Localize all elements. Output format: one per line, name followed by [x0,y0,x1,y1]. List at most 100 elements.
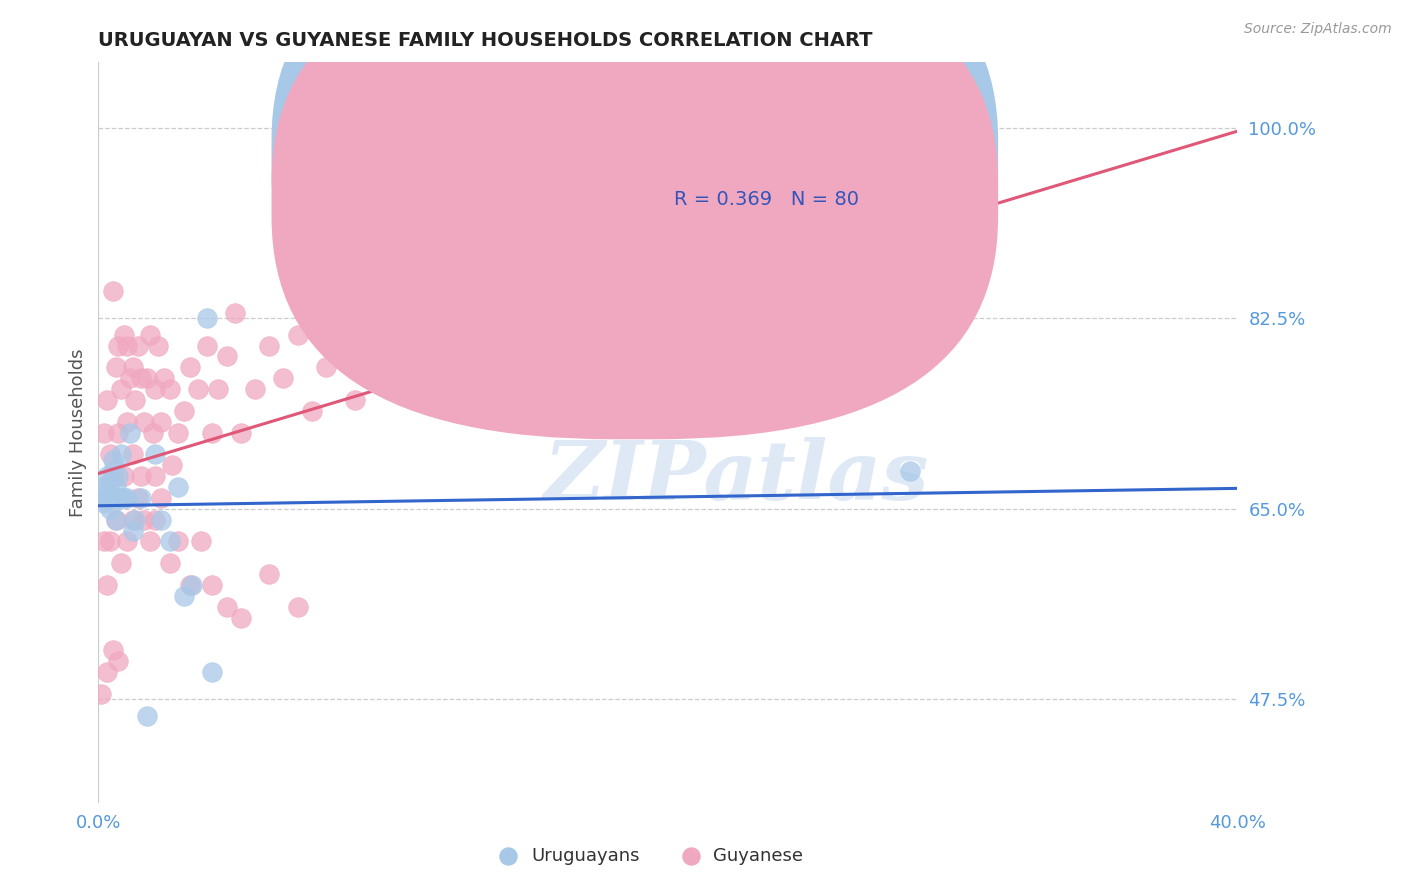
Point [93,480,115,494]
Point [190,534,212,549]
Point [195,311,218,326]
Point [224,306,246,320]
Point [115,338,138,352]
Point [110,447,132,461]
Point [115,534,138,549]
Point [115,491,138,505]
Point [101,643,124,657]
Point [90,485,112,500]
Text: R = 0.369   N = 80: R = 0.369 N = 80 [673,190,859,209]
Point [148,338,170,352]
Point [207,382,229,396]
Point [259,567,281,582]
Point [179,578,201,592]
Point [167,425,190,440]
Point [187,382,209,396]
Point [96,392,118,407]
Text: URUGUAYAN VS GUYANESE FAMILY HOUSEHOLDS CORRELATION CHART: URUGUAYAN VS GUYANESE FAMILY HOUSEHOLDS … [98,30,873,50]
Point [121,360,143,375]
Point [287,327,309,342]
Point [159,556,181,570]
Point [150,415,173,429]
Point [121,524,143,538]
Point [201,578,224,592]
Point [112,469,135,483]
Point [145,469,167,483]
FancyBboxPatch shape [271,0,998,439]
Point [115,415,138,429]
Point [167,534,190,549]
Point [215,350,238,364]
Point [150,491,173,505]
Point [110,556,132,570]
Point [107,654,129,668]
Point [181,578,204,592]
Point [201,425,224,440]
Point [96,665,118,680]
Point [135,371,157,385]
Point [127,338,149,352]
Point [96,469,118,483]
Point [259,338,281,352]
Point [135,708,157,723]
Text: Uruguayans: Uruguayans [531,847,640,865]
Text: Source: ZipAtlas.com: Source: ZipAtlas.com [1244,22,1392,37]
Point [96,578,118,592]
FancyBboxPatch shape [588,121,935,236]
Point [273,371,295,385]
Point [287,599,309,614]
Point [124,392,146,407]
Point [159,382,181,396]
Point [215,599,238,614]
Point [145,382,167,396]
Point [145,447,167,461]
Point [401,306,423,320]
Point [93,534,115,549]
Text: Guyanese: Guyanese [713,847,803,865]
Point [179,360,201,375]
Point [110,491,132,505]
Point [107,425,129,440]
Point [93,496,115,510]
Point [101,284,124,298]
Point [107,469,129,483]
Point [657,404,679,418]
Point [315,360,337,375]
Text: R = 0.065   N =  31: R = 0.065 N = 31 [673,148,865,167]
Point [98,447,121,461]
Point [373,360,395,375]
Point [329,317,352,331]
Point [98,534,121,549]
Point [132,513,155,527]
Point [229,611,252,625]
Point [301,404,323,418]
Point [173,404,195,418]
Text: ZIPatlas: ZIPatlas [544,437,929,517]
Point [138,327,160,342]
Point [112,491,135,505]
Point [104,513,127,527]
Point [343,392,366,407]
Point [101,469,124,483]
Point [129,491,152,505]
Point [107,338,129,352]
Point [159,534,181,549]
Point [150,513,173,527]
Point [129,371,152,385]
Point [101,464,124,478]
Point [145,513,167,527]
Point [121,447,143,461]
Point [93,425,115,440]
Point [173,589,195,603]
Point [107,491,129,505]
Point [104,480,127,494]
FancyBboxPatch shape [271,0,998,397]
Point [112,327,135,342]
Point [141,425,163,440]
Point [104,513,127,527]
Point [429,338,451,352]
Point [357,350,380,364]
Point [121,513,143,527]
Point [229,425,252,440]
Point [90,687,112,701]
